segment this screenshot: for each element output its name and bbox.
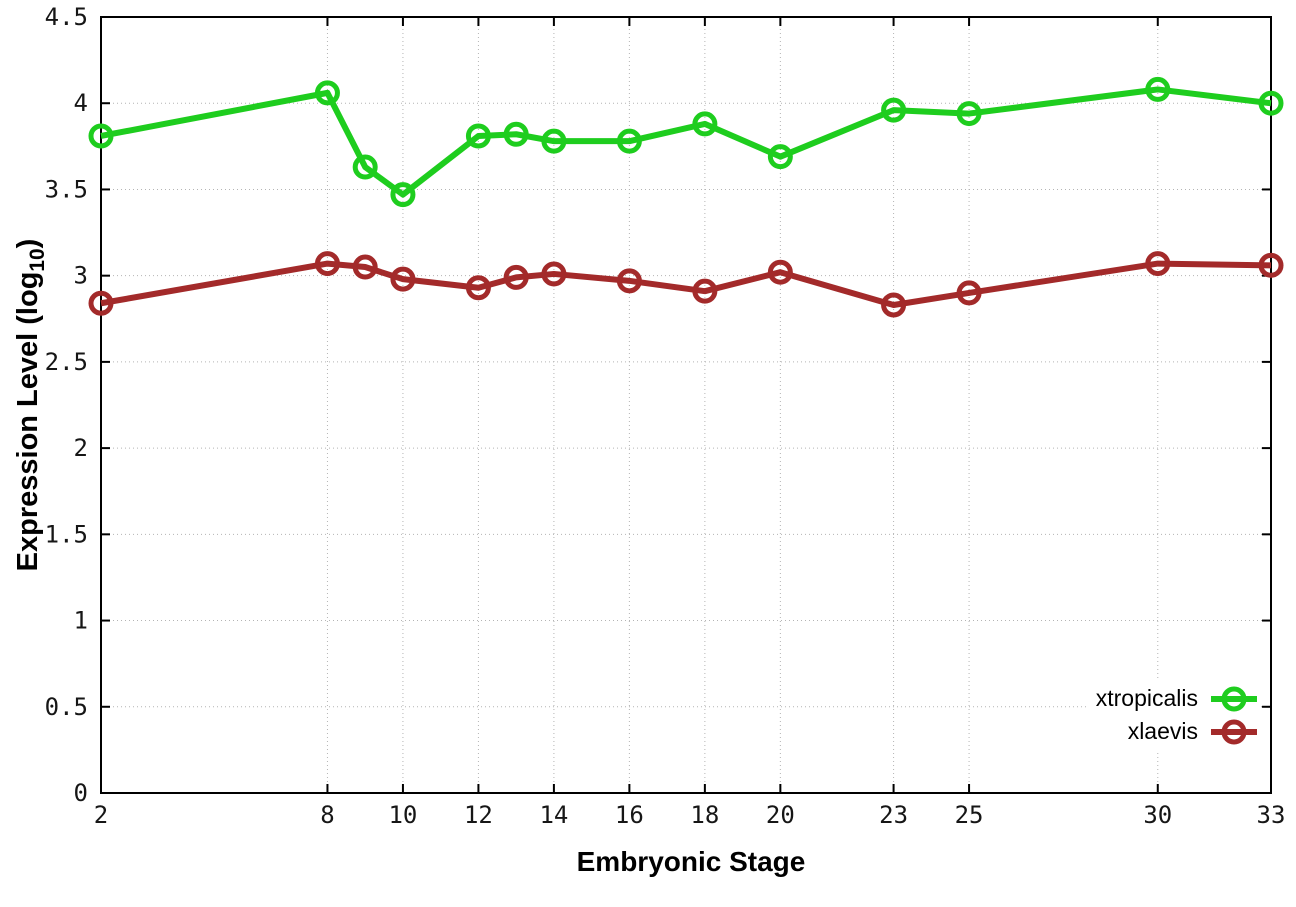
y-axis-title-suffix: ) [12,238,44,249]
y-tick-label: 4.5 [45,3,88,31]
data-point-xlaevis [503,264,529,290]
data-point-xlaevis [767,259,793,285]
legend: xtropicalis xlaevis [1095,682,1258,748]
x-tick-label: 33 [1257,801,1286,829]
data-point-xlaevis [1258,252,1284,278]
data-point-xtropicalis [503,121,529,147]
x-tick-label: 20 [766,801,795,829]
x-axis-title: Embryonic Stage [576,846,806,877]
data-point-xtropicalis [314,80,340,106]
x-tick-label: 10 [388,801,417,829]
data-point-xlaevis [352,254,378,280]
data-point-xtropicalis [390,182,416,208]
data-point-xtropicalis [616,128,642,154]
y-tick-label: 0 [74,779,88,807]
data-point-xtropicalis [692,111,718,137]
x-tick-label: 25 [955,801,984,829]
data-point-xtropicalis [767,144,793,170]
y-axis-title: Expression Level (log10) [6,105,50,705]
legend-entry-xlaevis: xlaevis [1096,715,1258,748]
legend-entry-xtropicalis: xtropicalis [1096,682,1258,715]
y-tick-label: 1.5 [45,520,88,548]
legend-label-xlaevis: xlaevis [1127,718,1198,744]
y-tick-label: 4 [74,89,88,117]
x-tick-label: 2 [94,801,108,829]
data-point-xtropicalis [88,123,114,149]
series-line-xlaevis [100,260,1272,308]
y-tick-label: 2.5 [45,348,88,376]
data-point-xlaevis [616,268,642,294]
x-tick-label: 16 [615,801,644,829]
data-point-xlaevis [88,290,114,316]
data-point-xtropicalis [541,128,567,154]
series-line-xtropicalis [100,86,1272,198]
data-point-xlaevis [956,280,982,306]
plot-border [100,16,1272,794]
x-tick-label: 14 [539,801,568,829]
data-point-xlaevis [465,275,491,301]
x-tick-label: 18 [690,801,719,829]
data-point-xlaevis [390,266,416,292]
y-tick-label: 2 [74,434,88,462]
y-tick-label: 3 [74,262,88,290]
data-point-xlaevis [1145,251,1171,277]
line-circle-marker-icon [1211,686,1257,711]
y-tick-label: 0.5 [45,693,88,721]
data-point-xlaevis [692,278,718,304]
y-axis-title-subscript: 10 [25,248,49,272]
legend-label-xtropicalis: xtropicalis [1095,685,1198,711]
data-point-xtropicalis [956,101,982,127]
y-tick-label: 1 [74,607,88,635]
x-tick-label: 8 [320,801,334,829]
data-point-xtropicalis [1258,90,1284,116]
x-tick-label: 23 [879,801,908,829]
line-circle-marker-icon [1211,719,1257,744]
data-point-xlaevis [541,261,567,287]
data-point-xtropicalis [1145,76,1171,102]
data-point-xtropicalis [881,97,907,123]
x-tick-label: 12 [464,801,493,829]
y-tick-label: 3.5 [45,175,88,203]
data-point-xtropicalis [465,123,491,149]
data-point-xtropicalis [352,154,378,180]
x-tick-label: 30 [1143,801,1172,829]
data-point-xlaevis [314,251,340,277]
y-axis-title-text: Expression Level (log [12,271,44,572]
data-point-xlaevis [881,292,907,318]
